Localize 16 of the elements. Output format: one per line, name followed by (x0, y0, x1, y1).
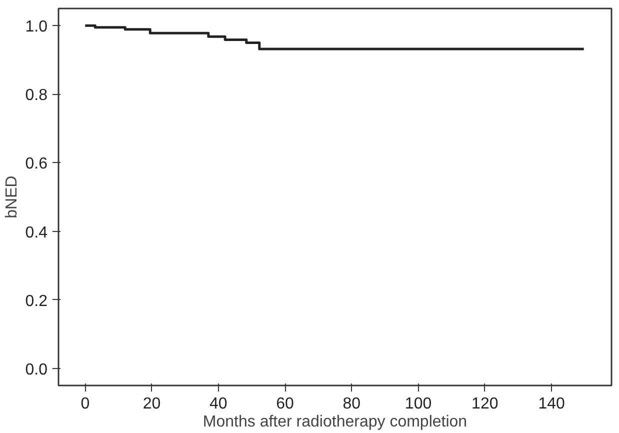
y-tick-label: 0.4 (25, 224, 48, 242)
x-axis-title: Months after radiotherapy completion (202, 414, 468, 430)
y-tick-label: 0.8 (25, 87, 48, 104)
x-tick-label: 60 (276, 396, 294, 412)
x-tick-label: 80 (342, 396, 361, 412)
x-tick-label: 100 (404, 396, 432, 412)
y-tick-label: 0.0 (25, 361, 48, 378)
x-tick-label: 140 (538, 396, 565, 412)
y-tick-label: 0.2 (25, 292, 48, 310)
x-tick-label: 120 (472, 396, 498, 412)
y-axis-title: bNED (3, 176, 20, 218)
x-tick-label: 20 (142, 396, 161, 412)
x-tick-label: 0 (80, 396, 90, 412)
y-tick-label: 0.6 (25, 156, 48, 173)
x-tick-label: 40 (210, 396, 228, 412)
y-tick-label: 1.0 (25, 18, 48, 36)
